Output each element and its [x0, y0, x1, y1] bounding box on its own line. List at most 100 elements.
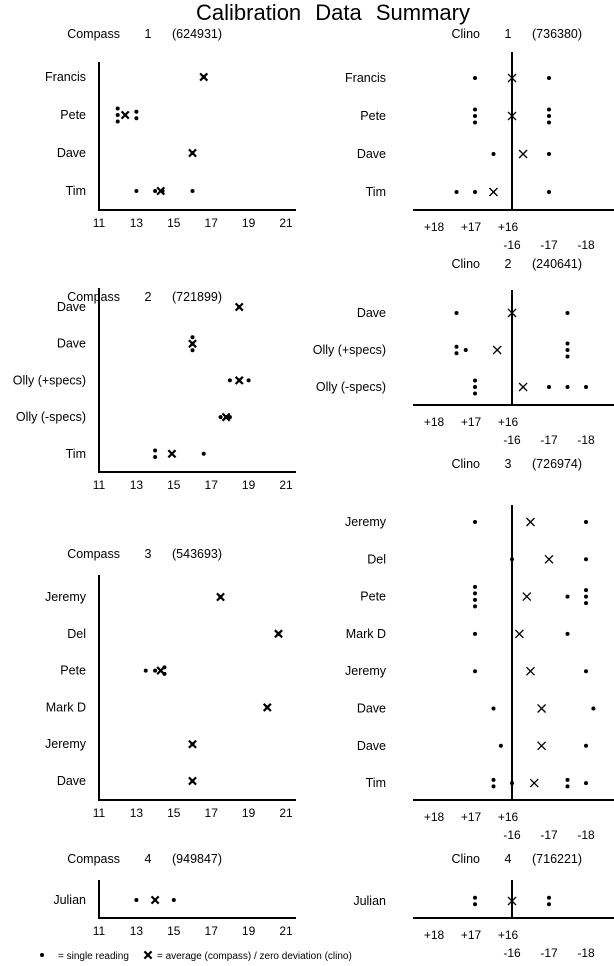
cross-stroke — [526, 666, 535, 676]
single-reading-dot — [473, 107, 477, 112]
row-label: Mark D — [346, 627, 386, 641]
single-reading-dot — [134, 109, 139, 114]
row-label: Francis — [345, 71, 386, 85]
average-cross-mark — [150, 895, 160, 905]
x-tick-label-minus: -18 — [577, 946, 595, 960]
panel-title-number: 1 — [505, 27, 512, 41]
x-tick-label: 19 — [242, 806, 256, 820]
row-label: Julian — [53, 893, 86, 907]
panel-title-number: 3 — [505, 457, 512, 471]
zero-deviation-cross-mark — [507, 111, 517, 121]
panel-serial: (240641) — [532, 257, 582, 271]
row-label: Dave — [357, 739, 386, 753]
row-label: Olly (+specs) — [13, 373, 86, 387]
single-reading-dot — [547, 107, 551, 112]
single-reading-dot — [510, 781, 514, 786]
single-reading-dot — [565, 341, 570, 346]
single-reading-dot — [473, 520, 477, 524]
single-reading-dot — [547, 114, 551, 118]
x-tick-label-minus: -18 — [577, 828, 595, 842]
cross-stroke — [120, 110, 130, 120]
single-reading-dot — [547, 76, 551, 80]
single-reading-dot — [463, 348, 468, 352]
single-reading-dot — [584, 601, 588, 606]
single-reading-dot — [246, 378, 251, 383]
single-reading-dot — [547, 902, 551, 907]
x-tick-label-plus: +18 — [424, 810, 445, 824]
average-cross-mark — [156, 186, 166, 196]
single-reading-dot — [153, 448, 158, 453]
panel-serial: (716221) — [532, 852, 582, 866]
single-reading-dot — [473, 190, 477, 194]
average-cross-mark — [274, 629, 283, 639]
single-reading-dot — [153, 455, 158, 460]
zero-deviation-cross-mark — [507, 73, 517, 83]
single-reading-dot — [565, 385, 570, 389]
panel-title-name: Compass — [67, 27, 120, 41]
x-tick-label: 15 — [167, 924, 181, 938]
single-reading-dot — [547, 152, 551, 156]
single-reading-dot — [473, 895, 477, 900]
single-reading-dot — [473, 76, 477, 80]
cross-stroke — [167, 449, 177, 459]
row-label: Julian — [353, 894, 386, 908]
row-label: Tim — [66, 447, 86, 461]
zero-deviation-cross-mark — [518, 149, 528, 159]
single-reading-dot — [473, 631, 477, 636]
single-reading-dot — [40, 953, 44, 957]
zero-deviation-cross-mark — [507, 308, 517, 318]
x-tick-label: 15 — [167, 806, 181, 820]
cross-stroke — [489, 187, 498, 197]
row-label: Mark D — [46, 700, 86, 714]
row-label: Pete — [360, 109, 386, 123]
single-reading-dot — [115, 119, 120, 124]
main-title: Calibration Data Summary — [196, 0, 470, 25]
single-reading-dot — [473, 902, 477, 907]
single-reading-dot — [134, 898, 139, 902]
cross-stroke — [221, 412, 231, 422]
row-label: Olly (-specs) — [316, 380, 386, 394]
x-tick-label: 17 — [205, 478, 219, 492]
panel-title-name: Clino — [452, 457, 481, 471]
single-reading-dot — [218, 415, 223, 420]
row-label: Jeremy — [345, 664, 387, 678]
zero-deviation-cross-mark — [537, 704, 547, 713]
single-reading-dot — [473, 584, 477, 589]
single-reading-dot — [454, 190, 459, 194]
cross-stroke — [537, 704, 547, 713]
zero-deviation-cross-mark — [526, 666, 535, 676]
single-reading-dot — [584, 781, 588, 786]
single-reading-dot — [134, 189, 139, 193]
row-label: Olly (+specs) — [313, 343, 386, 357]
x-tick-label: 21 — [279, 806, 293, 820]
single-reading-dot — [565, 354, 570, 359]
x-tick-label-minus: -16 — [503, 433, 521, 447]
single-reading-dot — [565, 784, 570, 789]
single-reading-dot — [454, 351, 459, 356]
x-tick-label-plus: +16 — [498, 220, 519, 234]
x-tick-label: 19 — [242, 478, 256, 492]
single-reading-dot — [473, 591, 477, 596]
row-label: Pete — [360, 590, 386, 604]
cross-stroke — [199, 72, 209, 82]
average-cross-mark — [156, 666, 166, 675]
single-reading-dot — [190, 335, 195, 340]
x-tick-label: 11 — [93, 478, 106, 492]
row-label: Dave — [357, 306, 386, 320]
x-tick-label-plus: +16 — [498, 928, 519, 942]
x-tick-label: 17 — [205, 216, 219, 230]
panel-title-name: Compass — [67, 852, 120, 866]
single-reading-dot — [547, 120, 551, 125]
row-label: Del — [67, 627, 86, 641]
cross-stroke — [518, 382, 528, 392]
x-tick-label: 11 — [93, 216, 106, 230]
zero-deviation-cross-mark — [537, 741, 547, 751]
row-label: Pete — [60, 108, 86, 122]
row-label: Tim — [366, 776, 386, 790]
cross-stroke — [188, 776, 197, 786]
panel-title-number: 2 — [505, 257, 512, 271]
average-cross-mark — [143, 950, 153, 960]
zero-deviation-cross-mark — [544, 554, 554, 564]
single-reading-dot — [190, 348, 195, 353]
panel-title-name: Clino — [452, 852, 481, 866]
